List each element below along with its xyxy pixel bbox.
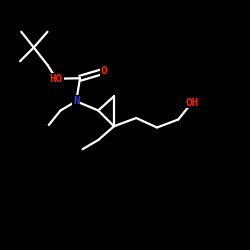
Text: HO: HO — [50, 74, 63, 84]
Text: OH: OH — [186, 98, 198, 108]
Text: N: N — [73, 96, 80, 106]
Text: O: O — [100, 66, 107, 76]
